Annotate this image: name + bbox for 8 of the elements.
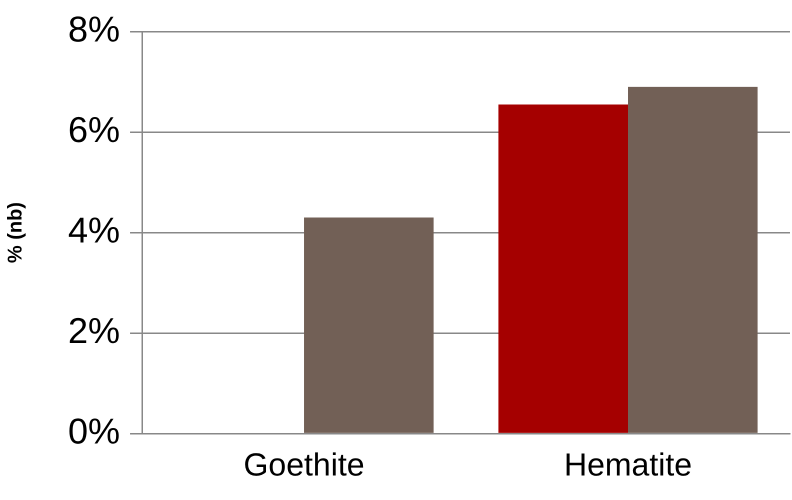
y-tick-label: 6%	[68, 109, 120, 150]
x-tick-label: Hematite	[564, 446, 692, 483]
x-tick-label: Goethite	[244, 446, 365, 483]
y-tick-label: 8%	[68, 8, 120, 50]
y-tick-label: 4%	[68, 210, 120, 251]
y-tick-label: 0%	[68, 410, 120, 452]
y-axis-title: % (nb)	[4, 202, 27, 264]
y-tick-label: 2%	[68, 310, 120, 352]
